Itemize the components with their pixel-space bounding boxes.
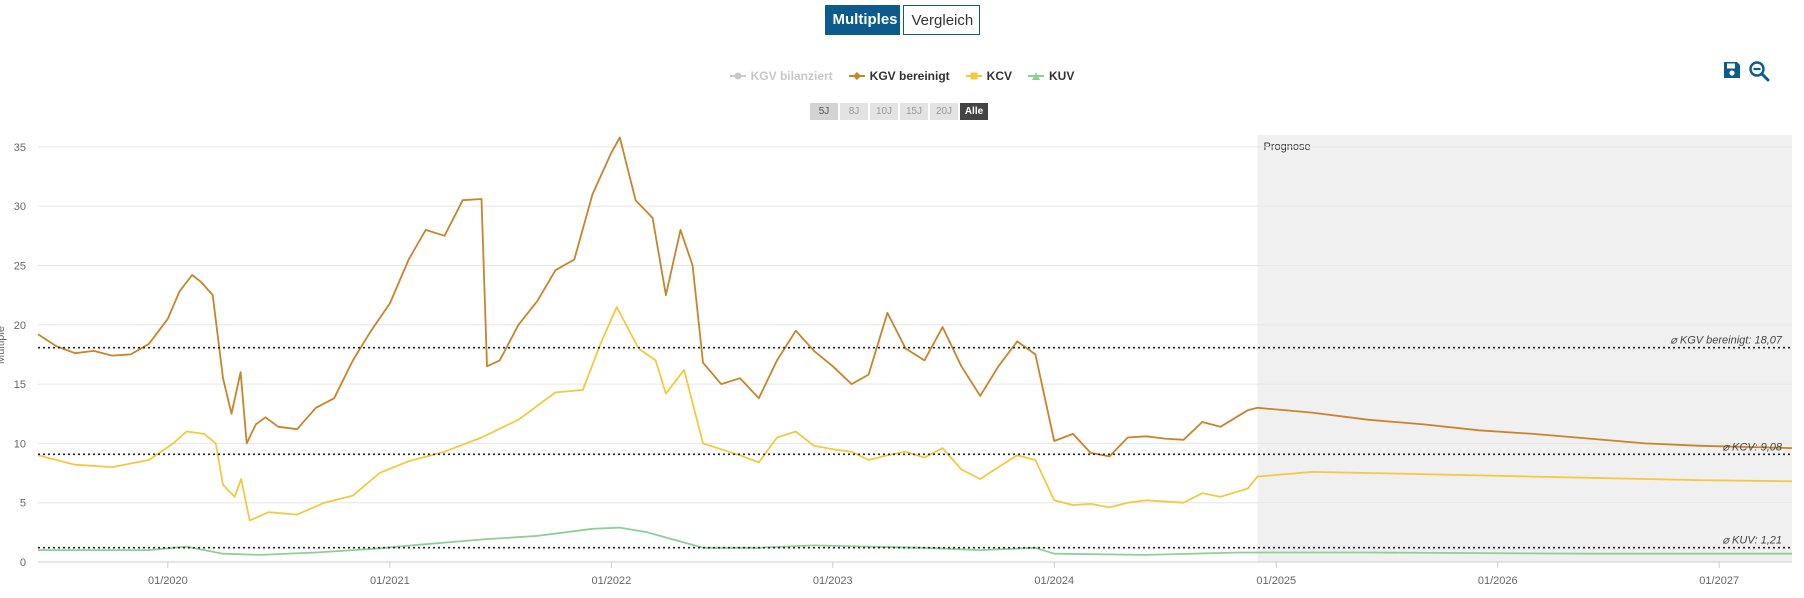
- chart-legend: KGV bilanziert KGV bereinigt KCV KUV: [0, 69, 1804, 83]
- x-tick-label: 01/2025: [1256, 575, 1296, 587]
- legend-item-kuv[interactable]: KUV: [1028, 69, 1074, 83]
- forecast-band: [1257, 135, 1792, 562]
- range-button-8j[interactable]: 8J: [840, 103, 868, 120]
- legend-marker-diamond-icon: [848, 72, 865, 80]
- legend-marker-triangle-icon: [1028, 72, 1045, 80]
- x-tick-label: 01/2020: [148, 575, 188, 587]
- x-tick-label: 01/2027: [1699, 575, 1739, 587]
- x-tick-label: 01/2022: [591, 575, 631, 587]
- y-tick-label: 15: [14, 379, 26, 391]
- legend-marker-circle-icon: [729, 72, 746, 80]
- x-tick-label: 01/2026: [1478, 575, 1518, 587]
- series-line-kcv: [37, 306, 1793, 522]
- legend-marker-square-icon: [965, 72, 982, 80]
- y-tick-label: 10: [14, 438, 26, 450]
- range-selector: 5J 8J 10J 15J 20J Alle: [810, 103, 988, 120]
- y-tick-label: 35: [14, 142, 26, 154]
- zoom-out-icon[interactable]: [1748, 60, 1770, 82]
- x-tick-label: 01/2023: [813, 575, 853, 587]
- y-axis-label: Multiple: [0, 326, 7, 364]
- average-label: ⌀ KCV: 9,08: [1722, 441, 1783, 453]
- y-tick-label: 25: [14, 260, 26, 272]
- view-tabs: Multiples Vergleich: [0, 5, 1804, 35]
- y-tick-label: 0: [20, 557, 26, 569]
- average-label: ⌀ KGV bereinigt: 18,07: [1670, 335, 1783, 347]
- x-tick-label: 01/2024: [1034, 575, 1074, 587]
- range-button-10j[interactable]: 10J: [870, 103, 898, 120]
- legend-label: KGV bilanziert: [750, 69, 833, 83]
- range-button-alle[interactable]: Alle: [960, 103, 988, 120]
- range-button-15j[interactable]: 15J: [900, 103, 928, 120]
- legend-label: KUV: [1049, 69, 1075, 83]
- series-line-kgv-bereinigt: [37, 136, 1793, 458]
- y-tick-label: 20: [14, 320, 26, 332]
- legend-label: KGV bereinigt: [869, 69, 950, 83]
- tab-multiples[interactable]: Multiples: [824, 5, 900, 35]
- legend-item-kgv-bereinigt[interactable]: KGV bereinigt: [848, 69, 950, 83]
- chart-tools: [1722, 60, 1770, 82]
- y-tick-label: 30: [14, 201, 26, 213]
- range-button-20j[interactable]: 20J: [930, 103, 958, 120]
- range-button-5j[interactable]: 5J: [810, 103, 838, 120]
- save-icon[interactable]: [1722, 60, 1742, 80]
- tab-vergleich[interactable]: Vergleich: [902, 5, 980, 35]
- y-tick-label: 5: [20, 498, 26, 510]
- legend-item-kcv[interactable]: KCV: [965, 69, 1013, 83]
- legend-item-kgv-bilanziert[interactable]: KGV bilanziert: [729, 69, 833, 83]
- legend-label: KCV: [986, 69, 1013, 83]
- average-label: ⌀ KUV: 1,21: [1722, 535, 1782, 547]
- x-tick-label: 01/2021: [370, 575, 410, 587]
- series-line-kuv: [38, 526, 1792, 556]
